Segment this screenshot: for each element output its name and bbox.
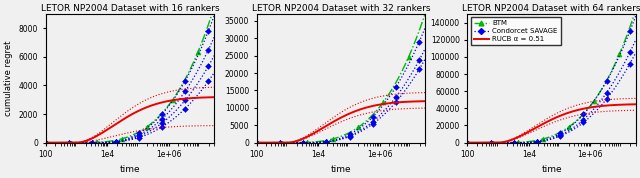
Title: LETOR NP2004 Dataset with 64 rankers: LETOR NP2004 Dataset with 64 rankers: [462, 4, 640, 13]
Y-axis label: cumulative regret: cumulative regret: [4, 41, 13, 116]
X-axis label: time: time: [330, 165, 351, 174]
Legend: BTM, Condorcet SAVAGE, RUCB α = 0.51: BTM, Condorcet SAVAGE, RUCB α = 0.51: [471, 17, 561, 45]
Title: LETOR NP2004 Dataset with 32 rankers: LETOR NP2004 Dataset with 32 rankers: [252, 4, 430, 13]
Title: LETOR NP2004 Dataset with 16 rankers: LETOR NP2004 Dataset with 16 rankers: [41, 4, 220, 13]
X-axis label: time: time: [541, 165, 562, 174]
X-axis label: time: time: [120, 165, 140, 174]
